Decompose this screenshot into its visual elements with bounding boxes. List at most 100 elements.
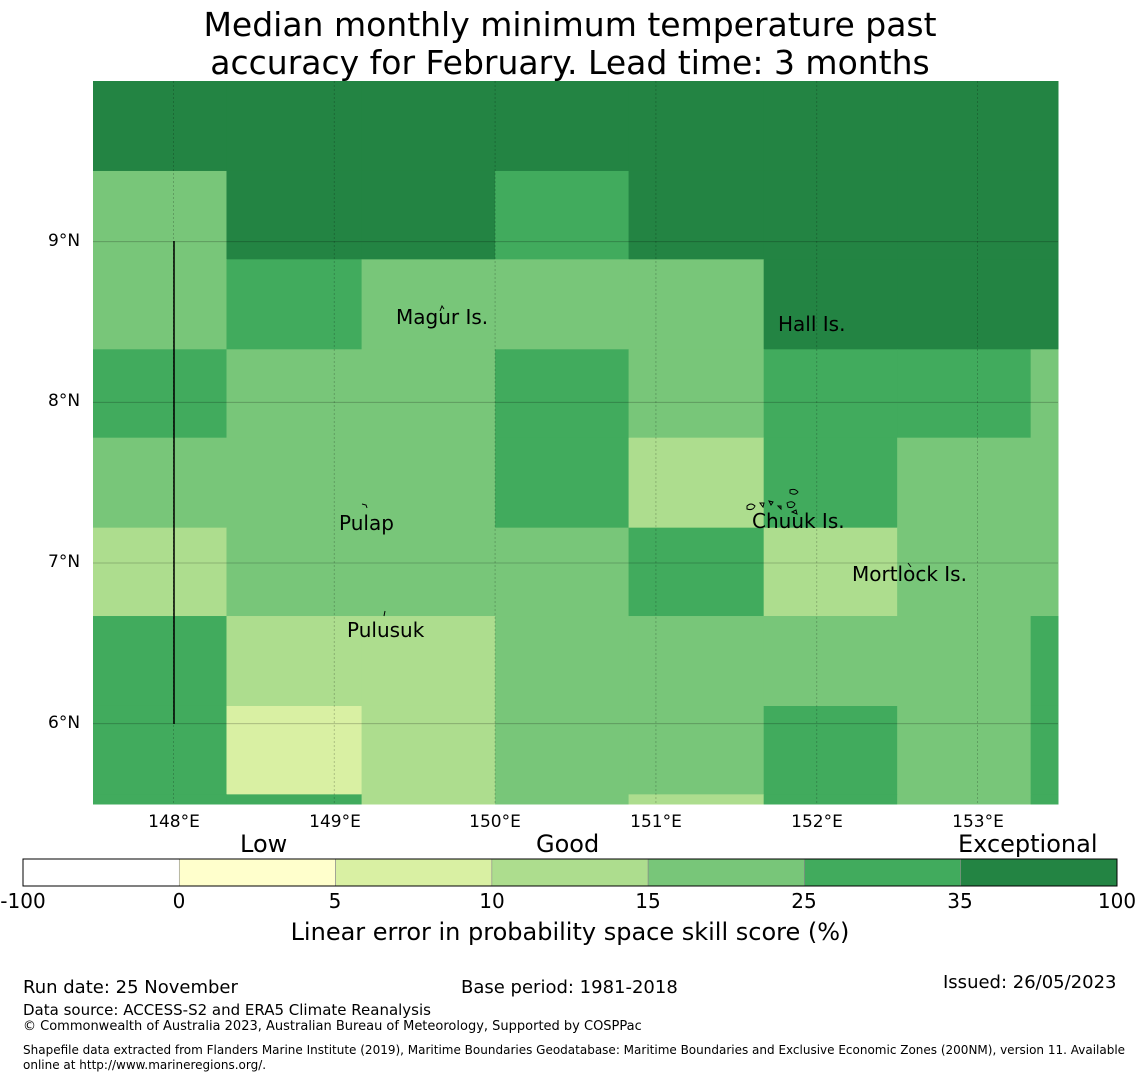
colorbar-segment bbox=[960, 858, 1118, 887]
colorbar-tick: 10 bbox=[479, 889, 505, 913]
place-magur: Magur Is. bbox=[396, 305, 489, 329]
colorbar-tick: 25 bbox=[791, 889, 817, 913]
island-outline bbox=[907, 562, 912, 568]
grid-cell bbox=[495, 349, 630, 439]
place-hall: Hall Is. bbox=[778, 312, 846, 336]
grid-cell bbox=[361, 616, 496, 707]
base-period: Base period: 1981-2018 bbox=[461, 977, 678, 998]
colorbar-segment bbox=[491, 858, 649, 887]
grid-cell bbox=[93, 616, 227, 707]
grid-cell bbox=[361, 349, 496, 439]
grid-cell bbox=[628, 527, 765, 617]
grid-cell bbox=[628, 705, 765, 795]
colorbar-tick: 5 bbox=[328, 889, 342, 913]
colorbar-segment bbox=[804, 858, 962, 887]
grid-cell bbox=[628, 81, 765, 172]
place-pulusuk: Pulusuk bbox=[347, 618, 425, 642]
grid-cell bbox=[628, 616, 765, 707]
grid-cell bbox=[763, 349, 898, 439]
colorbar-tick: 100 bbox=[1097, 889, 1137, 913]
grid-cell bbox=[1030, 527, 1059, 617]
colorbar-segment bbox=[647, 858, 805, 887]
island-outlines bbox=[361, 304, 912, 617]
grid-cell bbox=[361, 527, 496, 617]
grid-cell bbox=[495, 794, 630, 805]
grid-cell bbox=[1030, 794, 1059, 805]
grid-cell bbox=[226, 527, 363, 617]
data-source: Data source: ACCESS-S2 and ERA5 Climate … bbox=[23, 1001, 431, 1019]
grid-cell bbox=[361, 81, 496, 172]
grid-cell bbox=[361, 259, 496, 350]
grid-cell bbox=[495, 259, 630, 350]
colorbar-tick: -100 bbox=[0, 889, 46, 913]
grid-cell bbox=[763, 437, 898, 529]
grid-cell bbox=[628, 349, 765, 439]
skill-grid bbox=[93, 81, 1059, 805]
lon-tick-151e: 151°E bbox=[630, 812, 682, 832]
lon-tick-150e: 150°E bbox=[469, 812, 521, 832]
grid-cell bbox=[763, 81, 898, 172]
chart-title-line2: accuracy for February. Lead time: 3 mont… bbox=[210, 43, 930, 82]
colorbar bbox=[22, 858, 1118, 887]
colorbar-segment bbox=[178, 858, 336, 887]
grid-cell bbox=[628, 170, 765, 260]
grid-cell bbox=[93, 170, 227, 260]
grid-cell bbox=[1030, 705, 1059, 795]
grid-cell bbox=[495, 705, 630, 795]
lon-tick-149e: 149°E bbox=[309, 812, 361, 832]
place-pulap: Pulap bbox=[339, 511, 394, 535]
grid-cell bbox=[897, 81, 1032, 172]
grid-cell bbox=[93, 259, 227, 350]
chart-title: Median monthly minimum temperature past … bbox=[0, 6, 1140, 82]
grid-cell bbox=[1030, 259, 1059, 350]
chart-title-line1: Median monthly minimum temperature past bbox=[203, 5, 937, 44]
grid-cell bbox=[93, 705, 227, 795]
grid-cell bbox=[93, 527, 227, 617]
category-good: Good bbox=[536, 830, 600, 858]
grid-cell bbox=[226, 794, 363, 805]
grid-cell bbox=[226, 349, 363, 439]
lon-tick-153e: 153°E bbox=[952, 812, 1004, 832]
grid-cell bbox=[361, 794, 496, 805]
colorbar-label: Linear error in probability space skill … bbox=[290, 918, 850, 946]
lon-tick-148e: 148°E bbox=[148, 812, 200, 832]
grid-cell bbox=[93, 349, 227, 439]
island-outline bbox=[361, 503, 368, 509]
grid-cell bbox=[897, 170, 1032, 260]
lat-tick-6n: 6°N bbox=[48, 713, 81, 733]
grid-cell bbox=[93, 81, 227, 172]
grid-cell bbox=[897, 705, 1032, 795]
grid-cell bbox=[226, 81, 363, 172]
island-outline bbox=[746, 488, 799, 515]
run-date: Run date: 25 November bbox=[23, 977, 238, 998]
lon-tick-152e: 152°E bbox=[791, 812, 843, 832]
grid-cell bbox=[628, 437, 765, 529]
lat-tick-7n: 7°N bbox=[48, 552, 81, 572]
grid-cell bbox=[495, 616, 630, 707]
grid-cell bbox=[897, 349, 1032, 439]
shapefile-credit-line2: online at http://www.marineregions.org/. bbox=[23, 1058, 267, 1072]
grid-cell bbox=[1030, 437, 1059, 529]
grid-cell bbox=[226, 705, 363, 795]
copyright: © Commonwealth of Australia 2023, Austra… bbox=[23, 1019, 642, 1034]
colorbar-tick: 35 bbox=[947, 889, 973, 913]
lat-tick-9n: 9°N bbox=[48, 231, 81, 251]
colorbar-tick: 15 bbox=[635, 889, 661, 913]
issued-date: Issued: 26/05/2023 bbox=[943, 972, 1117, 993]
grid-cell bbox=[226, 170, 363, 260]
island-outline bbox=[439, 304, 445, 312]
grid-cell bbox=[495, 527, 630, 617]
grid-cell bbox=[226, 259, 363, 350]
shapefile-credit-line1: Shapefile data extracted from Flanders M… bbox=[23, 1043, 1126, 1057]
colorbar-segment bbox=[335, 858, 493, 887]
category-exceptional: Exceptional bbox=[958, 830, 1098, 858]
grid-cell bbox=[1030, 616, 1059, 707]
grid-cell bbox=[763, 527, 898, 617]
grid-cell bbox=[361, 705, 496, 795]
grid-cell bbox=[628, 259, 765, 350]
colorbar-segment bbox=[22, 858, 180, 887]
grid-cell bbox=[897, 527, 1032, 617]
grid-cell bbox=[495, 170, 630, 260]
grid-cell bbox=[763, 259, 898, 350]
